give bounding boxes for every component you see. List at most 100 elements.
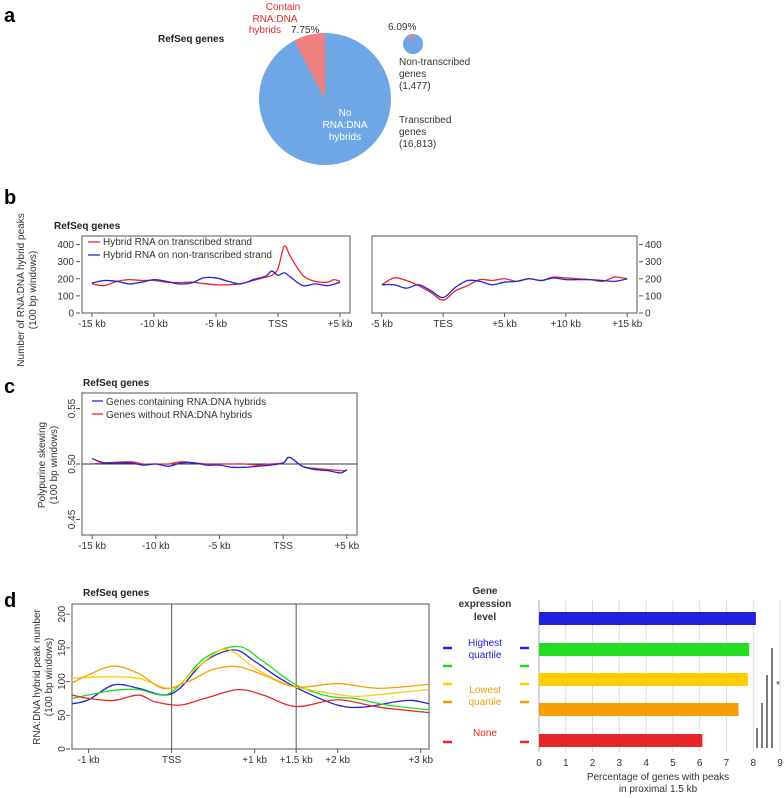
- series-line-red: [71, 688, 430, 714]
- x-tick-label: -5 kb: [371, 319, 394, 330]
- x-tick-label: -5 kb: [205, 319, 228, 330]
- plot-frame: [71, 603, 430, 750]
- panel-b-ylabel-2: (100 bp windows): [28, 251, 39, 329]
- chart-d-bar: 0 1 2 3 4 5 6 7 8 9: [536, 600, 783, 769]
- legend-d: Gene expression level Highest quartile L…: [443, 586, 529, 744]
- nontranscribed-label-3: (1,477): [399, 81, 431, 92]
- y-tick-label: 0.45: [67, 509, 78, 529]
- x-tick-label: +5 kb: [334, 541, 359, 552]
- nontranscribed-label-2: genes: [399, 69, 426, 80]
- bar-blue: [539, 612, 756, 625]
- panel-letter-c: c: [4, 376, 15, 398]
- legend-c: Genes containing RNA:DNA hybrids Genes w…: [92, 397, 266, 421]
- x-tick-label: +10 kb: [551, 319, 582, 330]
- x-tick-label: +2 kb: [325, 755, 350, 766]
- x-tick-label: 5: [670, 758, 676, 769]
- x-tick-label: 1: [563, 758, 569, 769]
- x-tick-label: 8: [750, 758, 756, 769]
- series-line-yellow: [71, 648, 430, 698]
- y-tick-label: 0.55: [67, 398, 78, 418]
- chart-d-line: -1 kb TSS +1 kb +1.5 kb +2 kb +3 kb 0 50 100 150 2…: [57, 603, 434, 766]
- bar-yellow: [539, 673, 748, 686]
- x-tick-label: -15 kb: [78, 319, 106, 330]
- series-line-red: [92, 456, 347, 472]
- series-line-blue: [71, 649, 430, 709]
- no-label-1: No: [339, 108, 352, 119]
- x-tick-label: 3: [617, 758, 623, 769]
- y-tick-label: 200: [645, 274, 662, 285]
- x-tick-label: 9: [777, 758, 783, 769]
- transcribed-label-1: Transcribed: [399, 115, 451, 126]
- legend-b-transcribed: Hybrid RNA on transcribed strand: [103, 237, 252, 248]
- legend-c-containing: Genes containing RNA:DNA hybrids: [106, 397, 266, 408]
- contain-label-3: hybrids: [249, 25, 281, 36]
- x-tick-label: 7: [724, 758, 730, 769]
- x-tick-label: +1 kb: [242, 755, 267, 766]
- y-tick-label: 150: [57, 639, 68, 656]
- bar-xlabel-2: in proximal 1.5 kb: [619, 784, 698, 795]
- legend-lowest-2: quartile: [469, 697, 502, 708]
- y-tick-label: 100: [57, 673, 68, 690]
- transcribed-label-3: (16,813): [399, 139, 436, 150]
- panel-letter-d: d: [4, 590, 16, 612]
- y-tick-label: 100: [57, 291, 74, 302]
- y-tick-label: 100: [645, 291, 662, 302]
- panel-d: d RefSeq genes RNA:DNA hybrid peak numbe…: [4, 586, 783, 795]
- legend-highest-1: Highest: [468, 638, 502, 649]
- series-line-green: [71, 645, 430, 711]
- pie-nontranscribed: [403, 34, 423, 54]
- panel-b-subtitle: RefSeq genes: [54, 221, 121, 232]
- legend-none: None: [473, 728, 497, 739]
- panel-b: b RefSeq genes Number of RNA:DNA hybrid …: [4, 187, 662, 367]
- significance-brackets: *: [756, 648, 780, 748]
- series-line-red: [91, 245, 341, 287]
- x-tick-label: 6: [697, 758, 703, 769]
- pie-transcribed: [259, 33, 391, 165]
- transcribed-label-2: genes: [399, 127, 426, 138]
- bar-red: [539, 734, 703, 747]
- x-tick-label: -1 kb: [77, 755, 100, 766]
- y-tick-label: 0: [57, 746, 68, 752]
- bar-orange: [539, 703, 739, 716]
- y-tick-label: 0: [645, 309, 651, 320]
- panel-c-subtitle: RefSeq genes: [83, 378, 150, 389]
- x-tick-label: 0: [536, 758, 542, 769]
- x-tick-label: +5 kb: [492, 319, 517, 330]
- chart-b-left: -15 kb -10 kb -5 kb TSS +5 kb 0 100 200 300 400: [57, 235, 353, 330]
- no-label-2: RNA:DNA: [322, 120, 367, 131]
- y-tick-label: 400: [645, 240, 662, 251]
- bar-xlabel-1: Percentage of genes with peaks: [587, 772, 729, 783]
- x-tick-label: +5 kb: [328, 319, 353, 330]
- series-line-blue: [91, 270, 341, 287]
- panel-d-ylabel-1: RNA:DNA hybrid peak number: [32, 609, 43, 745]
- panel-letter-b: b: [4, 187, 16, 209]
- panel-a: a RefSeq genes Contain RNA:DNA hybrids 7…: [4, 2, 470, 165]
- legend-b: Hybrid RNA on transcribed strand Hybrid …: [88, 237, 272, 261]
- chart-b-right: -5 kb TES +5 kb +10 kb +15 kb0 100 200 300 400: [371, 235, 662, 330]
- panel-c-ylabel-1: Polypurine skewing: [37, 422, 48, 508]
- legend-highest-2: quartile: [469, 650, 502, 661]
- legend-title-1: Gene: [472, 586, 497, 597]
- x-tick-label: TES: [433, 319, 453, 330]
- panel-c-ylabel-2: (100 bp windows): [49, 426, 60, 504]
- x-tick-label: TSS: [268, 319, 288, 330]
- pct-label-big: 7.75%: [291, 25, 319, 36]
- legend-b-nontranscribed: Hybrid RNA on non-transcribed strand: [103, 250, 272, 261]
- y-tick-label: 0: [68, 309, 74, 320]
- y-tick-label: 50: [57, 709, 68, 721]
- legend-c-without: Genes without RNA:DNA hybrids: [106, 410, 252, 421]
- x-tick-label: +15 kb: [612, 319, 643, 330]
- series-line-blue: [381, 277, 628, 299]
- panel-c: c RefSeq genes Polypurine skewing (100 b…: [4, 376, 360, 552]
- x-tick-label: TSS: [273, 541, 293, 552]
- series-line-red: [381, 276, 628, 301]
- chart-c: -15 kb -10 kb -5 kb TSS +5 kb 0.45 0.50 0.55: [67, 392, 360, 552]
- x-tick-label: +3 kb: [408, 755, 433, 766]
- y-tick-label: 400: [57, 240, 74, 251]
- legend-title-2: expression: [459, 599, 512, 610]
- panel-d-subtitle: RefSeq genes: [83, 588, 150, 599]
- pie-slice-contain-hybrids: [409, 34, 413, 44]
- legend-markers: [443, 646, 529, 744]
- pct-label-small: 6.09%: [388, 22, 416, 33]
- plot-frame: [371, 235, 638, 314]
